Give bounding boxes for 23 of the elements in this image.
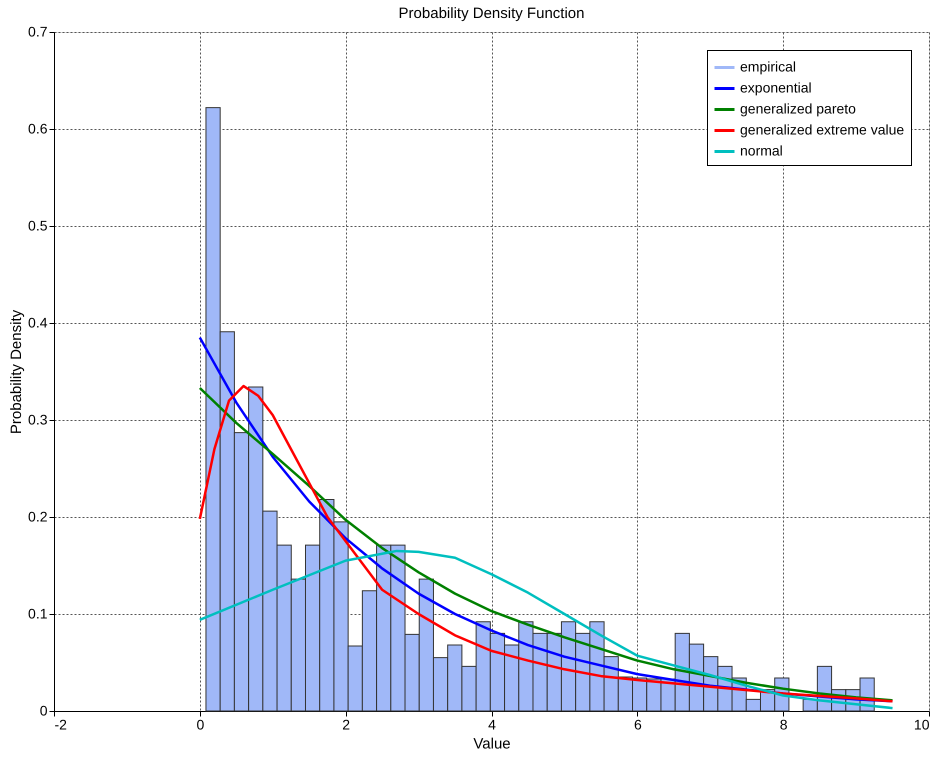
x-axis-title: Value [473, 736, 511, 752]
y-tick-label: 0 [40, 702, 48, 718]
y-tick-label: 0.7 [28, 24, 48, 40]
x-tick-label: 6 [634, 716, 642, 732]
legend-label: generalized extreme value [740, 122, 904, 138]
x-tick-label: -2 [54, 716, 68, 732]
x-tick-label: 2 [342, 716, 350, 732]
legend-label: normal [740, 142, 783, 158]
x-tick-label: 8 [780, 716, 788, 732]
y-tick-label: 0.6 [28, 120, 48, 136]
x-tick-label: 10 [914, 716, 930, 732]
x-tick-label: 4 [488, 716, 496, 732]
y-tick-label: 0.4 [28, 314, 48, 330]
y-tick-label: 0.5 [28, 218, 48, 234]
y-tick-label: 0.1 [28, 606, 48, 622]
y-tick-label: 0.3 [28, 412, 48, 428]
y-tick-label: 0.2 [28, 508, 48, 524]
x-tick-label: 0 [196, 716, 204, 732]
legend-label: empirical [740, 58, 796, 74]
legend-label: exponential [740, 80, 812, 96]
chart-title: Probability Density Function [398, 5, 584, 22]
legend-label: generalized pareto [740, 100, 856, 116]
y-axis-title: Probability Density [8, 309, 26, 434]
